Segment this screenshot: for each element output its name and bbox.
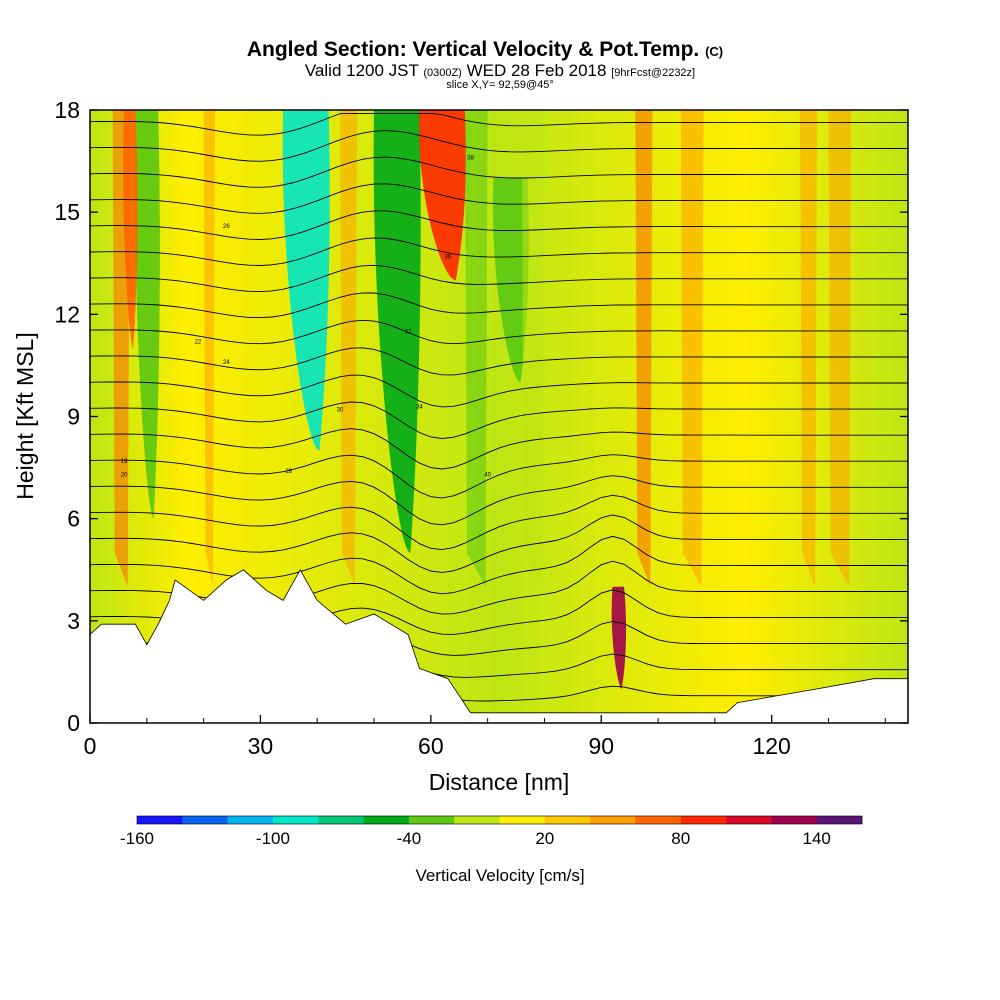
isentrope xyxy=(90,374,908,408)
contour-label: 36 xyxy=(445,254,452,260)
velocity-band xyxy=(134,110,160,519)
colorbar-swatch xyxy=(680,816,727,824)
y-tick-label: 9 xyxy=(67,404,80,430)
isentrope xyxy=(90,264,908,293)
isentrope xyxy=(90,156,908,188)
isentrope xyxy=(90,535,908,595)
colorbar-tick-label: 140 xyxy=(803,829,831,848)
colorbar-swatch xyxy=(227,816,274,824)
colorbar-swatch xyxy=(182,816,228,824)
isentrope xyxy=(90,428,908,470)
colorbar-tick-label: 20 xyxy=(535,829,554,848)
x-tick-label: 90 xyxy=(588,733,614,759)
velocity-band xyxy=(611,586,627,689)
y-tick-label: 18 xyxy=(54,97,80,123)
isentrope xyxy=(90,237,908,266)
contour-label: 34 xyxy=(416,404,423,410)
y-tick-label: 3 xyxy=(67,608,80,634)
isentrope xyxy=(90,183,908,214)
chart-title: Angled Section: Vertical Velocity & Pot.… xyxy=(247,38,723,61)
colorbar-swatch xyxy=(816,816,863,824)
isentrope xyxy=(90,454,908,499)
colorbar-tick-label: -40 xyxy=(397,829,422,848)
isentrope xyxy=(90,401,908,439)
colorbar-tick-label: -160 xyxy=(120,829,154,848)
contour-label: 19 xyxy=(121,459,128,465)
terrain xyxy=(90,568,908,723)
y-axis-label: Height [Kft MSL] xyxy=(12,332,38,499)
velocity-stripe xyxy=(464,110,488,587)
velocity-stripe xyxy=(828,110,852,587)
chart-slice-label: slice X,Y= 92,59@45° xyxy=(446,79,554,91)
colorbar-swatch xyxy=(771,816,817,824)
colorbar-swatch xyxy=(408,816,455,824)
isentrope xyxy=(90,475,908,526)
velocity-stripe xyxy=(112,110,130,587)
isentrope xyxy=(90,347,908,376)
isentrope xyxy=(90,514,908,573)
y-tick-label: 15 xyxy=(54,199,80,225)
colorbar-swatch xyxy=(272,816,319,824)
isentrope xyxy=(90,494,908,551)
colorbar-label: Vertical Velocity [cm/s] xyxy=(415,866,584,885)
velocity-stripe xyxy=(521,110,545,587)
y-tick-label: 0 xyxy=(67,710,80,736)
velocity-band xyxy=(282,110,330,451)
contour-label: 30 xyxy=(337,408,344,414)
velocity-band xyxy=(373,110,421,553)
contour-label: 24 xyxy=(223,360,230,366)
isentrope xyxy=(90,112,908,136)
isentrope xyxy=(90,292,908,319)
contour-label: 40 xyxy=(484,472,491,478)
colorbar-tick-label: -100 xyxy=(256,829,290,848)
velocity-field xyxy=(112,110,852,689)
isentrope xyxy=(90,319,908,345)
contour-label: 26 xyxy=(223,224,230,230)
velocity-stripe xyxy=(635,110,653,587)
x-tick-label: 60 xyxy=(418,733,444,759)
colorbar-swatch xyxy=(590,816,636,824)
x-tick-label: 0 xyxy=(84,733,97,759)
contour-label: 20 xyxy=(121,472,128,478)
y-tick-label: 12 xyxy=(54,301,80,327)
x-tick-label: 120 xyxy=(752,733,790,759)
colorbar-swatch xyxy=(454,816,500,824)
colorbar-swatch xyxy=(726,816,772,824)
colorbar-swatch xyxy=(635,816,682,824)
velocity-band xyxy=(492,178,529,383)
colorbar-swatch xyxy=(499,816,546,824)
y-tick-label: 6 xyxy=(67,506,80,532)
colorbar-swatch xyxy=(137,816,183,824)
chart-subtitle: Valid 1200 JST (0300Z) WED 28 Feb 2018 [… xyxy=(305,61,695,80)
colorbar: -160 -100 -40 20 80 140 xyxy=(120,815,863,848)
colorbar-swatch xyxy=(544,816,591,824)
colorbar-tick-label: 80 xyxy=(671,829,690,848)
colorbar-swatch xyxy=(318,816,364,824)
x-tick-label: 30 xyxy=(248,733,274,759)
isentrope xyxy=(90,210,908,240)
contour-labels: 19 20 22 24 26 28 30 32 34 36 38 40 xyxy=(121,156,492,479)
isentrope xyxy=(90,130,908,162)
contour-label: 32 xyxy=(405,329,412,335)
contour-label: 22 xyxy=(195,340,202,346)
colorbar-frame xyxy=(136,815,863,825)
colorbar-swatch xyxy=(363,816,410,824)
plot-area: 19 20 22 24 26 28 30 32 34 36 38 40 xyxy=(90,110,908,723)
velocity-stripe xyxy=(680,110,704,587)
contour-label: 28 xyxy=(285,469,292,475)
x-axis-label: Distance [nm] xyxy=(429,769,570,795)
velocity-stripe xyxy=(800,110,818,587)
contour-label: 38 xyxy=(467,156,474,162)
